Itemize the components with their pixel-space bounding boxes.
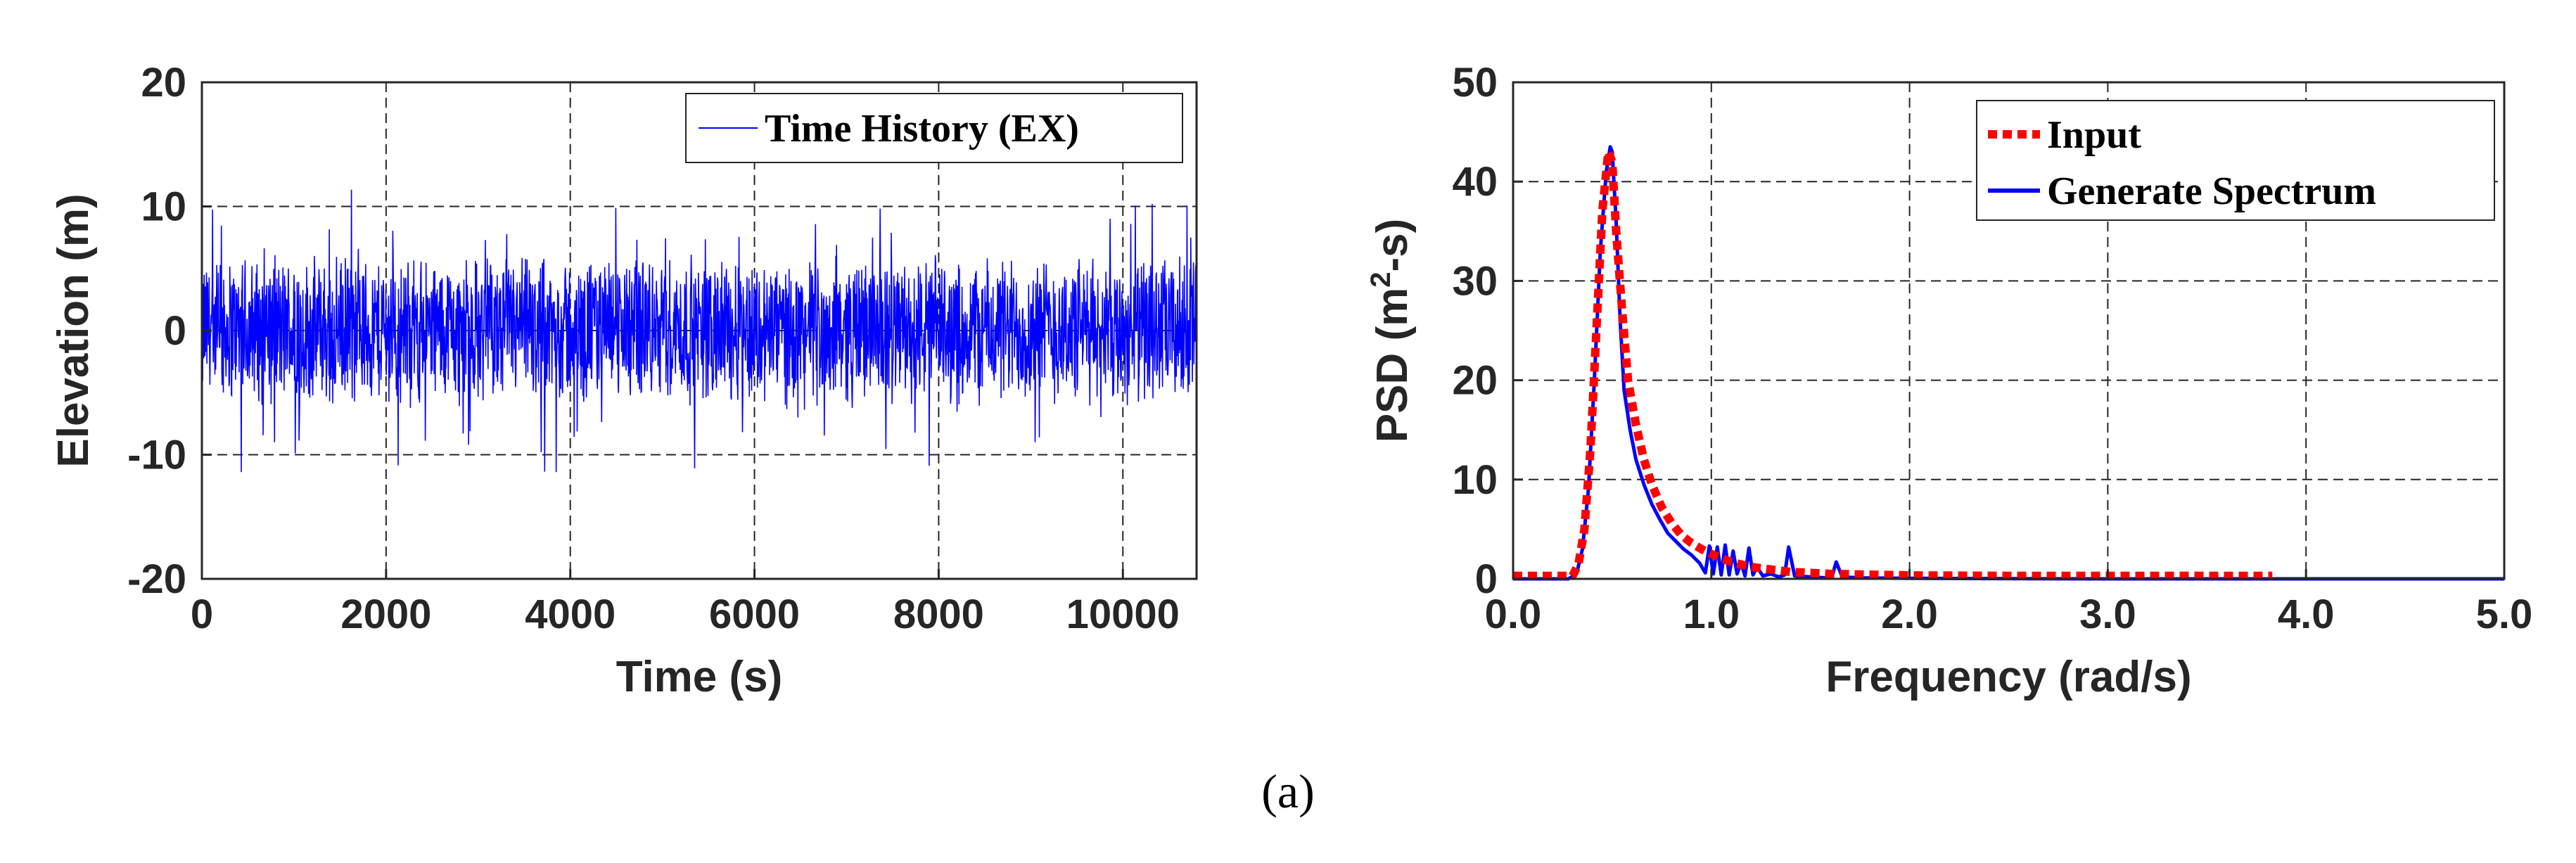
x-tick-label: 3.0 <box>2079 592 2136 637</box>
time-history-legend: Time History (EX) <box>685 93 1183 163</box>
x-tick-label: 1.0 <box>1683 592 1740 637</box>
y-tick-label: 10 <box>1452 457 1498 503</box>
time-history-y-axis-label: Elevation (m) <box>49 193 98 467</box>
legend-entry-generate-spectrum: Generate Spectrum <box>2047 170 2376 213</box>
x-tick-label: 6000 <box>709 592 800 637</box>
y-tick-label: 0 <box>1475 556 1498 602</box>
psd-chart: 0.0 1.0 2.0 3.0 4.0 5.0 0 10 20 30 40 50 Frequency … <box>1365 60 2532 701</box>
time-history-legend-box <box>685 93 1183 163</box>
psd-legend: Input Generate Spectrum <box>1976 100 2495 221</box>
psd-y-axis-label: PSD (m2-s) <box>1365 219 1417 443</box>
y-tick-label: 50 <box>1452 60 1498 106</box>
x-tick-label: 4000 <box>525 592 616 637</box>
psd-y-label-superscript: 2 <box>1365 272 1396 288</box>
time-history-x-axis-label: Time (s) <box>616 653 783 701</box>
psd-legend-box <box>1976 100 2495 221</box>
series-line-input <box>1513 147 2273 580</box>
y-tick-label: -10 <box>127 433 186 478</box>
series-line-time-history <box>201 189 1197 473</box>
psd-axes-box <box>1512 81 2506 580</box>
y-tick-label: 30 <box>1452 258 1498 304</box>
x-tick-label: 10000 <box>1066 592 1180 637</box>
x-tick-label: 2000 <box>340 592 431 637</box>
psd-y-label-part-1: PSD (m <box>1368 288 1417 442</box>
x-tick-label: 2.0 <box>1881 592 1938 637</box>
psd-x-axis-label: Frequency (rad/s) <box>1825 653 2191 701</box>
x-tick-label: 5.0 <box>2476 592 2533 637</box>
x-tick-label: 0.0 <box>1485 592 1542 637</box>
psd-ticks: 0.0 1.0 2.0 3.0 4.0 5.0 0 10 20 30 40 50 <box>1452 60 2532 637</box>
y-tick-label: -20 <box>127 556 186 602</box>
time-history-chart: 0 2000 4000 6000 8000 10000 -20 -10 0 10 20 Time (… <box>49 60 1198 701</box>
figure-caption: (a) <box>1261 765 1314 818</box>
x-tick-label: 0 <box>191 592 213 637</box>
time-history-series <box>201 189 1197 473</box>
x-tick-label: 4.0 <box>2278 592 2335 637</box>
y-tick-label: 0 <box>164 308 186 354</box>
y-tick-label: 20 <box>141 60 186 106</box>
time-history-ticks: 0 2000 4000 6000 8000 10000 -20 -10 0 10 20 <box>127 60 1180 637</box>
x-tick-label: 8000 <box>893 592 984 637</box>
psd-series <box>1513 145 2504 581</box>
y-tick-label: 10 <box>141 184 186 230</box>
legend-entry-time-history: Time History (EX) <box>765 107 1079 151</box>
y-tick-label: 20 <box>1452 358 1498 404</box>
legend-entry-input: Input <box>2047 113 2141 157</box>
psd-y-label-part-2: -s) <box>1368 219 1417 272</box>
y-tick-label: 40 <box>1452 159 1498 205</box>
